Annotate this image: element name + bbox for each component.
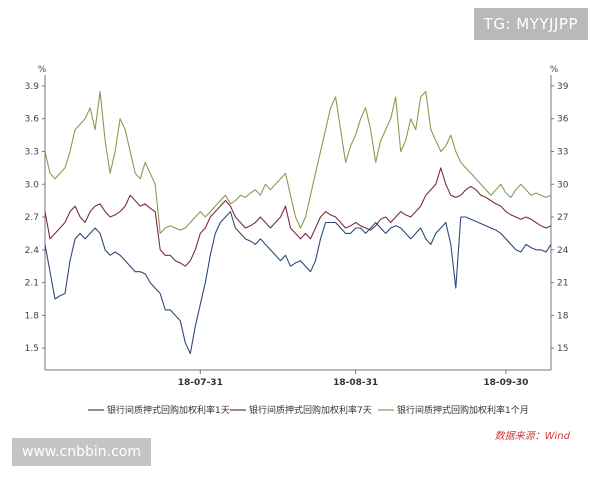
watermark-top: TG: MYYJJPP	[473, 8, 588, 40]
y-tick-label-left: 3.6	[25, 115, 40, 125]
y-unit-left: %	[38, 65, 47, 75]
x-tick-label: 18-07-31	[178, 378, 223, 388]
y-tick-label-left: 3.3	[25, 147, 39, 157]
y-tick-label-right: 27	[557, 213, 568, 223]
x-tick-label: 18-08-31	[333, 378, 378, 388]
y-tick-label-right: 18	[557, 311, 569, 321]
y-tick-label-left: 3.0	[25, 180, 40, 190]
legend-label-2: 银行间质押式回购加权利率7天	[249, 404, 372, 416]
x-tick-label: 18-09-30	[483, 378, 528, 388]
series-line-2	[44, 167, 552, 267]
series-line-1	[44, 211, 552, 355]
legend: 银行间质押式回购加权利率1天 银行间质押式回购加权利率7天 银行间质押式回购加权利率…	[88, 404, 529, 416]
y-tick-label-right: 36	[557, 115, 569, 125]
watermark-bottom: www.cnbbin.com	[12, 438, 151, 466]
source-note: 数据来源：Wind	[494, 431, 570, 442]
y-tick-label-left: 2.7	[25, 213, 39, 223]
y-tick-label-left: 2.1	[25, 279, 39, 289]
series-layer	[44, 90, 552, 355]
y-tick-label-right: 30	[557, 180, 569, 190]
axes-group: % % 1.5 15 1.8 18 2.1 21 2.4 24 2.7 27 3.0 30 3.3 33 3.6…	[25, 65, 569, 388]
y-tick-label-right: 33	[557, 147, 568, 157]
y-tick-label-right: 15	[557, 344, 568, 354]
y-unit-right: %	[550, 65, 559, 75]
legend-label-3: 银行间质押式回购加权利率1个月	[397, 404, 529, 416]
legend-label-1: 银行间质押式回购加权利率1天	[107, 404, 230, 416]
y-tick-label-left: 1.5	[25, 344, 39, 354]
y-tick-label-right: 39	[557, 82, 569, 92]
y-tick-label-left: 3.9	[25, 82, 40, 92]
y-tick-label-right: 21	[557, 279, 568, 289]
series-line-3	[44, 90, 552, 234]
y-tick-label-left: 1.8	[25, 311, 40, 321]
y-tick-label-right: 24	[557, 246, 569, 256]
y-tick-label-left: 2.4	[25, 246, 40, 256]
